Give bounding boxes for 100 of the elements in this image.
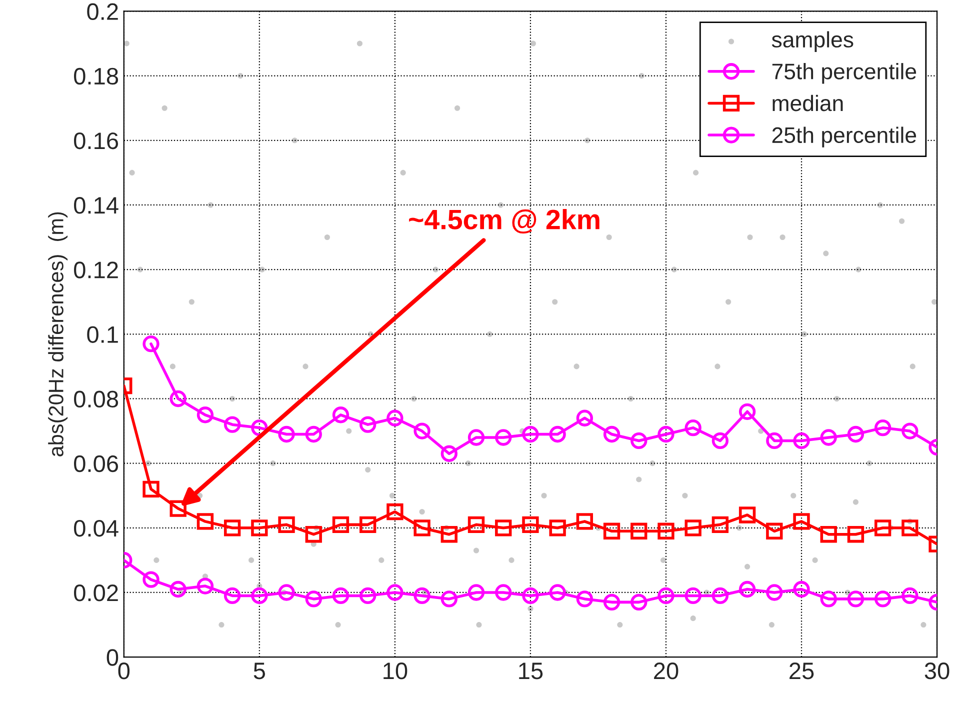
point [712, 516, 729, 534]
point [549, 584, 566, 601]
legend-label: 25th percentile [772, 126, 916, 148]
point [142, 571, 160, 588]
legend-label: samples [772, 31, 854, 52]
point [847, 526, 864, 543]
point [738, 506, 756, 524]
point [224, 520, 241, 536]
point [386, 410, 404, 426]
point [847, 590, 864, 608]
point [902, 422, 918, 440]
point [360, 587, 376, 604]
point [278, 516, 295, 534]
point [874, 520, 892, 536]
point [251, 587, 268, 604]
point [440, 526, 458, 543]
point [305, 426, 322, 443]
point [576, 590, 594, 608]
point [196, 513, 214, 530]
point [712, 587, 729, 604]
point [874, 590, 892, 608]
point [414, 520, 430, 536]
x-tick-label: 10 [384, 662, 408, 680]
point [630, 432, 648, 450]
point [630, 594, 648, 611]
point [766, 522, 783, 540]
point [170, 580, 186, 598]
x-tick-label: 15 [519, 662, 543, 680]
point [874, 419, 892, 436]
point [658, 522, 674, 540]
y-tick-label: 0.08 [74, 390, 118, 408]
point [170, 500, 186, 517]
point [224, 416, 241, 433]
point [712, 432, 729, 450]
point [278, 584, 295, 601]
x-tick-label: 0 [118, 662, 130, 680]
point [658, 587, 674, 604]
point [414, 587, 430, 604]
point [603, 522, 620, 540]
point [305, 590, 322, 608]
point [793, 513, 810, 530]
point [414, 422, 430, 440]
point [522, 587, 539, 604]
point [658, 426, 674, 443]
point [684, 419, 702, 436]
point [495, 429, 512, 446]
point [820, 429, 837, 446]
y-tick-label: 0.02 [74, 584, 118, 602]
point [847, 426, 864, 443]
point [766, 432, 783, 450]
x-tick-label: 5 [254, 662, 265, 680]
point [495, 584, 512, 601]
y-tick-label: 0.16 [74, 132, 118, 150]
y-tick-label: 0.18 [74, 68, 118, 85]
y-tick-label: 0.12 [74, 262, 118, 278]
point [495, 520, 512, 536]
point [738, 580, 756, 598]
point [684, 520, 702, 536]
point [766, 584, 783, 601]
point [576, 513, 594, 530]
point [360, 416, 376, 433]
x-tick-label: 25 [790, 662, 814, 680]
y-axis-title: abs(20Hz differences) (m) [48, 212, 68, 456]
point [332, 406, 350, 424]
y-tick-label: 0.14 [74, 197, 118, 214]
point [196, 406, 214, 424]
point [630, 522, 648, 540]
point [360, 516, 376, 534]
y-tick-label: 0.06 [74, 455, 118, 472]
point [251, 520, 268, 536]
point [549, 520, 566, 536]
point [820, 526, 837, 543]
point [576, 410, 594, 426]
point [170, 390, 186, 408]
point [468, 429, 485, 446]
point [468, 584, 485, 601]
point [738, 403, 756, 420]
legend-label: 75th percentile [772, 63, 916, 84]
legend-label: median [772, 94, 843, 112]
point [196, 578, 214, 594]
point [440, 590, 458, 608]
point [142, 336, 160, 352]
point [468, 516, 485, 534]
point [902, 587, 918, 604]
point [522, 426, 539, 443]
point [522, 516, 539, 534]
point [549, 426, 566, 443]
point [684, 587, 702, 604]
point [440, 445, 458, 462]
point [386, 584, 404, 601]
point [332, 516, 350, 534]
point [386, 503, 404, 520]
point [793, 580, 810, 598]
point [278, 426, 295, 443]
annotation: ~4.5cm @ 2km [409, 209, 600, 234]
point [902, 520, 918, 536]
point [332, 587, 350, 604]
x-tick-label: 20 [654, 662, 678, 680]
x-tick-label: 30 [924, 662, 950, 680]
y-tick-label: 0.1 [87, 326, 118, 343]
